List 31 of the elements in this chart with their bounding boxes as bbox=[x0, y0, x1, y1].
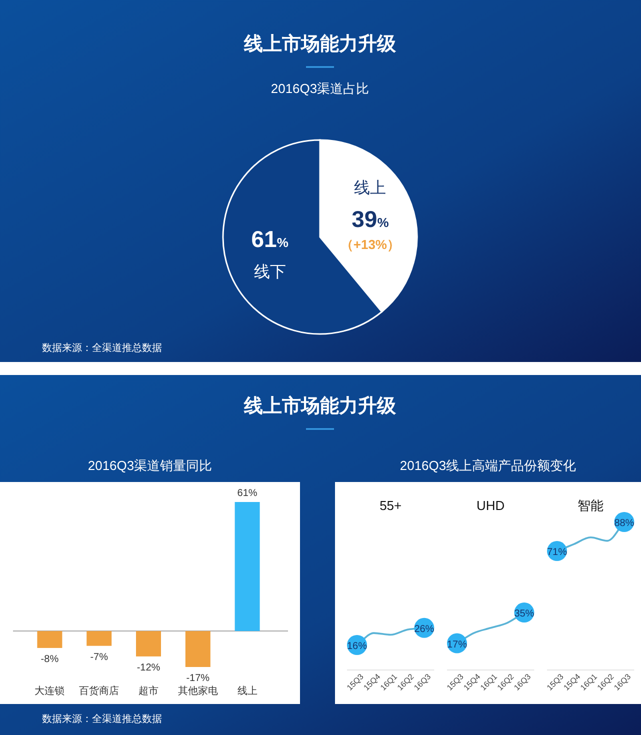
chart-title: 55+ bbox=[380, 498, 402, 513]
x-tick-label: 线上 bbox=[237, 685, 258, 697]
data-label: -8% bbox=[40, 654, 59, 665]
chart-subtitle: 2016Q3渠道销量同比 bbox=[88, 458, 212, 473]
chart-title: 智能 bbox=[578, 498, 604, 513]
data-label: -12% bbox=[136, 662, 160, 674]
x-tick-label: 超市 bbox=[138, 685, 158, 697]
data-label: 35% bbox=[514, 608, 534, 620]
x-tick-label: 其他家电 bbox=[178, 685, 218, 697]
chart-subtitle: 2016Q3渠道占比 bbox=[270, 81, 370, 96]
data-label: -7% bbox=[90, 652, 108, 663]
data-label: 88% bbox=[614, 518, 634, 529]
chart-title: 线上市场能力升级 bbox=[243, 395, 397, 417]
data-label: -17% bbox=[186, 673, 210, 684]
chart-title: 线上市场能力升级 bbox=[243, 33, 397, 55]
text: 2016Q3线上高端产品份额变化 bbox=[400, 458, 576, 473]
source-note: 数据来源：全渠道推总数据 bbox=[42, 342, 162, 354]
x-tick-label: 大连锁 bbox=[34, 685, 65, 697]
data-label: 39% bbox=[352, 206, 390, 232]
data-label: 61% bbox=[237, 488, 258, 499]
slice-label: 线上 bbox=[354, 178, 386, 197]
x-tick-label: 百货商店 bbox=[79, 685, 120, 697]
slice-label: 线下 bbox=[254, 263, 286, 282]
data-label: 16% bbox=[346, 641, 368, 652]
chart-title: UHD bbox=[476, 498, 505, 513]
source-note: 数据来源：全渠道推总数据 bbox=[42, 713, 162, 725]
data-label: 26% bbox=[414, 624, 434, 635]
data-label: 71% bbox=[546, 547, 568, 558]
data-label: 61% bbox=[251, 226, 289, 252]
data-label: 17% bbox=[446, 639, 468, 650]
text: （+13%） bbox=[340, 236, 400, 252]
